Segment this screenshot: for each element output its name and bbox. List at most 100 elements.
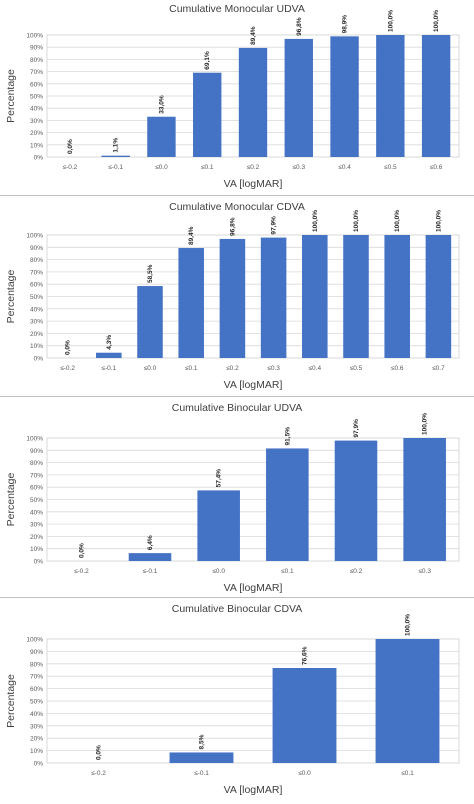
data-label: 100,0%: [405, 614, 412, 636]
bar: [375, 639, 440, 763]
y-tick-label: 60%: [30, 81, 43, 88]
data-label: 0,0%: [78, 543, 85, 558]
x-tick-label: ≤-0.1: [108, 164, 123, 171]
x-tick-label: ≤-0.1: [143, 568, 158, 575]
x-tick-label: ≤0.5: [350, 365, 363, 372]
y-tick-label: 80%: [30, 57, 43, 64]
data-label: 100,0%: [387, 10, 394, 32]
x-tick-label: ≤0.2: [226, 365, 239, 372]
x-tick-label: ≤0.3: [418, 568, 431, 575]
bar: [137, 286, 163, 358]
bar: [266, 448, 309, 561]
y-tick-label: 40%: [30, 106, 43, 113]
data-label: 8,5%: [199, 734, 206, 749]
bar: [403, 438, 446, 561]
y-tick-label: 80%: [30, 661, 43, 668]
data-label: 89,4%: [250, 26, 257, 45]
x-tick-label: ≤0.1: [185, 365, 198, 372]
bar: [197, 490, 240, 561]
x-tick-label: ≤0.0: [155, 164, 168, 171]
y-tick-label: 40%: [30, 711, 43, 718]
y-tick-label: 90%: [30, 649, 43, 656]
x-tick-label: ≤0.1: [401, 770, 414, 777]
y-tick-label: 40%: [30, 306, 43, 313]
y-tick-label: 100%: [26, 436, 43, 443]
y-tick-label: 70%: [30, 674, 43, 681]
bar: [330, 36, 359, 158]
chart-monocular-cdva: Cumulative Monocular CDVA Percentage VA [l…: [0, 198, 474, 394]
y-tick-label: 10%: [30, 142, 43, 149]
y-tick-label: 100%: [26, 637, 43, 644]
y-tick-label: 30%: [30, 118, 43, 125]
y-tick-label: 90%: [30, 448, 43, 455]
bar: [169, 752, 234, 763]
y-tick-label: 50%: [30, 94, 43, 101]
data-label: 0,0%: [65, 340, 72, 355]
x-axis-label: VA [logMAR]: [224, 582, 283, 594]
chart-title: Cumulative Binocular UDVA: [172, 402, 303, 414]
bar: [193, 72, 222, 157]
data-label: 76,6%: [302, 646, 309, 665]
data-label: 0,0%: [96, 745, 103, 760]
x-tick-label: ≤0.0: [144, 365, 157, 372]
y-tick-label: 100%: [26, 233, 43, 240]
x-tick-label: ≤0.6: [430, 164, 443, 171]
x-tick-label: ≤-0.1: [101, 365, 116, 372]
chart-title: Cumulative Monocular UDVA: [169, 3, 305, 15]
x-tick-label: ≤0.3: [267, 365, 280, 372]
x-tick-label: ≤-0.1: [194, 770, 209, 777]
data-label: 1,1%: [113, 138, 120, 153]
data-label: 100,0%: [433, 10, 440, 32]
y-tick-label: 60%: [30, 686, 43, 693]
y-tick-label: 20%: [30, 331, 43, 338]
bar: [147, 116, 176, 157]
x-axis-label: VA [logMAR]: [224, 784, 283, 796]
x-tick-label: ≤0.6: [391, 365, 404, 372]
data-label: 89,4%: [188, 226, 195, 245]
y-tick-label: 60%: [30, 282, 43, 289]
data-label: 97,9%: [271, 216, 278, 235]
x-tick-label: ≤0.3: [292, 164, 305, 171]
data-label: 4,3%: [106, 335, 113, 350]
data-label: 100,0%: [312, 210, 319, 232]
y-tick-label: 50%: [30, 294, 43, 301]
bar: [219, 238, 246, 358]
chart-svg: Cumulative Binocular CDVA Percentage VA [l…: [5, 603, 460, 796]
bar: [421, 35, 451, 157]
x-tick-label: ≤0.1: [281, 568, 294, 575]
x-tick-label: ≤0.5: [384, 164, 397, 171]
x-tick-label: ≤-0.2: [91, 770, 106, 777]
y-tick-label: 0%: [34, 356, 44, 363]
data-label: 96,8%: [229, 217, 236, 236]
x-tick-label: ≤-0.2: [62, 164, 77, 171]
bar: [425, 235, 452, 358]
bar: [272, 668, 337, 763]
x-tick-label: ≤0.4: [308, 365, 321, 372]
bar: [376, 35, 405, 157]
y-tick-label: 10%: [30, 748, 43, 755]
x-tick-label: ≤0.0: [298, 770, 311, 777]
y-axis-label: Percentage: [5, 269, 17, 323]
y-tick-label: 20%: [30, 534, 43, 541]
bar: [178, 248, 204, 358]
data-label: 100,0%: [435, 210, 442, 232]
y-tick-label: 30%: [30, 319, 43, 326]
y-axis-label: Percentage: [5, 69, 17, 123]
data-label: 69,1%: [204, 51, 211, 70]
y-tick-label: 70%: [30, 69, 43, 76]
y-tick-label: 0%: [34, 155, 44, 162]
bar: [343, 235, 369, 358]
bar: [96, 352, 122, 358]
y-tick-label: 40%: [30, 509, 43, 516]
data-label: 91,5%: [284, 427, 291, 446]
y-axis-label: Percentage: [5, 472, 17, 526]
panel-divider: [0, 396, 474, 397]
y-tick-label: 0%: [34, 761, 44, 768]
y-tick-label: 10%: [30, 546, 43, 553]
chart-title: Cumulative Binocular CDVA: [172, 603, 303, 615]
x-tick-label: ≤-0.2: [74, 568, 89, 575]
y-tick-label: 70%: [30, 472, 43, 479]
chart-monocular-udva: Cumulative Monocular UDVA Percentage VA [l…: [0, 0, 474, 193]
data-label: 98,9%: [342, 15, 349, 34]
x-tick-label: ≤-0.2: [60, 365, 75, 372]
